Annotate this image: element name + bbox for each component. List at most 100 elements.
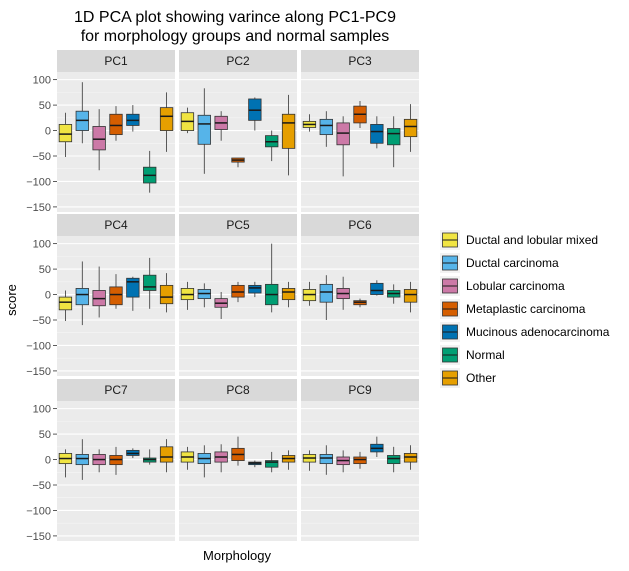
box-pc7-1 — [58, 449, 73, 478]
box-pc4-4 — [109, 274, 123, 309]
box-pc2-5 — [248, 97, 262, 131]
facet-strip — [57, 379, 175, 401]
panel-background — [301, 401, 419, 541]
box-pc4-3 — [92, 266, 106, 318]
box-body — [336, 122, 350, 146]
box-pc7-6 — [143, 449, 157, 465]
panel-background — [179, 236, 297, 376]
y-tick-label: 100 — [33, 404, 51, 416]
box-body — [109, 286, 123, 306]
box-pc9-3 — [336, 450, 350, 473]
y-tick-label: 100 — [33, 239, 51, 251]
box-pc1-2 — [75, 82, 89, 144]
box-pc4-7 — [159, 273, 174, 313]
box-pc6-4 — [353, 298, 367, 308]
panel-pc7: PC7 — [57, 379, 175, 541]
y-tick-label: 50 — [39, 100, 51, 112]
box-pc7-7 — [159, 439, 174, 473]
panel-pc2: PC2 — [179, 50, 297, 212]
facet-strip — [57, 50, 175, 72]
box-pc8-3 — [214, 444, 228, 473]
facet-strip — [57, 214, 175, 236]
box-body — [248, 284, 262, 294]
box-pc8-7 — [281, 450, 296, 470]
facet-strip — [301, 379, 419, 401]
box-pc3-7 — [403, 104, 418, 152]
box-body — [159, 446, 174, 463]
box-body — [403, 453, 418, 463]
box-pc9-2 — [319, 445, 333, 475]
panel-pc8: PC8 — [179, 379, 297, 541]
panel-pc5: PC5 — [179, 214, 297, 376]
facet-strip — [179, 214, 297, 236]
box-body — [403, 118, 418, 138]
box-pc1-1 — [58, 112, 73, 158]
facet-strip — [301, 50, 419, 72]
facet-strip-label: PC7 — [104, 383, 128, 397]
panel-pc4: PC4 — [57, 214, 175, 376]
box-body — [143, 274, 157, 291]
panel-background — [179, 401, 297, 541]
panel-pc9: PC9 — [301, 379, 419, 541]
box-body — [231, 284, 245, 298]
legend-item: Ductal and lobular mixed — [440, 230, 598, 250]
panel-pc6: PC6 — [301, 214, 419, 376]
box-pc6-5 — [370, 280, 384, 296]
box-body — [403, 289, 418, 303]
box-body — [75, 454, 89, 466]
box-pc4-2 — [75, 261, 89, 326]
legend-label: Lobular carcinoma — [466, 279, 565, 293]
box-pc3-4 — [353, 101, 367, 128]
box-pc3-6 — [387, 116, 401, 168]
chart-title-line-1: 1D PCA plot showing varince along PC1-PC… — [74, 9, 396, 26]
legend-label: Normal — [466, 348, 505, 362]
y-tick-label: −150 — [26, 202, 51, 214]
panel-background — [57, 72, 175, 212]
box-pc9-4 — [353, 451, 367, 469]
legend-item: Mucinous adenocarcinoma — [440, 322, 610, 342]
box-pc6-6 — [387, 284, 401, 304]
box-body — [370, 124, 384, 144]
legend-label: Ductal carcinoma — [466, 256, 559, 270]
y-tick-label: −50 — [32, 480, 51, 492]
box-pc4-5 — [126, 276, 140, 311]
box-body — [58, 296, 73, 311]
box-body — [370, 282, 384, 295]
facet-strip — [179, 50, 297, 72]
box-pc1-7 — [159, 92, 174, 152]
box-body — [197, 114, 211, 145]
box-pc3-3 — [336, 116, 350, 177]
box-pc6-1 — [302, 281, 317, 306]
box-body — [159, 284, 174, 305]
box-pc3-2 — [319, 111, 333, 147]
box-pc5-1 — [180, 281, 195, 310]
x-axis-title: Morphology — [203, 548, 271, 563]
box-pc9-7 — [403, 445, 418, 470]
box-pc2-1 — [180, 107, 195, 134]
box-pc4-6 — [143, 257, 157, 309]
y-tick-label: 0 — [45, 290, 51, 302]
box-pc8-1 — [180, 446, 195, 470]
box-pc8-4 — [231, 436, 245, 466]
box-body — [109, 113, 123, 136]
legend-item: Ductal carcinoma — [440, 253, 559, 273]
facet-strip — [301, 214, 419, 236]
box-pc5-6 — [265, 243, 279, 313]
box-pc6-3 — [336, 276, 350, 310]
box-pc9-1 — [302, 450, 317, 471]
panel-background — [179, 72, 297, 212]
box-body — [319, 118, 333, 136]
y-tick-label: 100 — [33, 75, 51, 87]
box-pc5-4 — [231, 281, 245, 303]
box-pc9-6 — [387, 446, 401, 473]
box-pc7-3 — [92, 449, 106, 473]
box-pc5-3 — [214, 292, 228, 319]
facet-strip-label: PC4 — [104, 218, 128, 232]
panel-pc3: PC3 — [301, 50, 419, 212]
box-body — [265, 460, 279, 468]
y-tick-label: −150 — [26, 531, 51, 543]
box-body — [319, 283, 333, 303]
y-tick-label: −50 — [32, 151, 51, 163]
box-pc8-6 — [265, 451, 279, 473]
box-pc7-2 — [75, 439, 89, 480]
